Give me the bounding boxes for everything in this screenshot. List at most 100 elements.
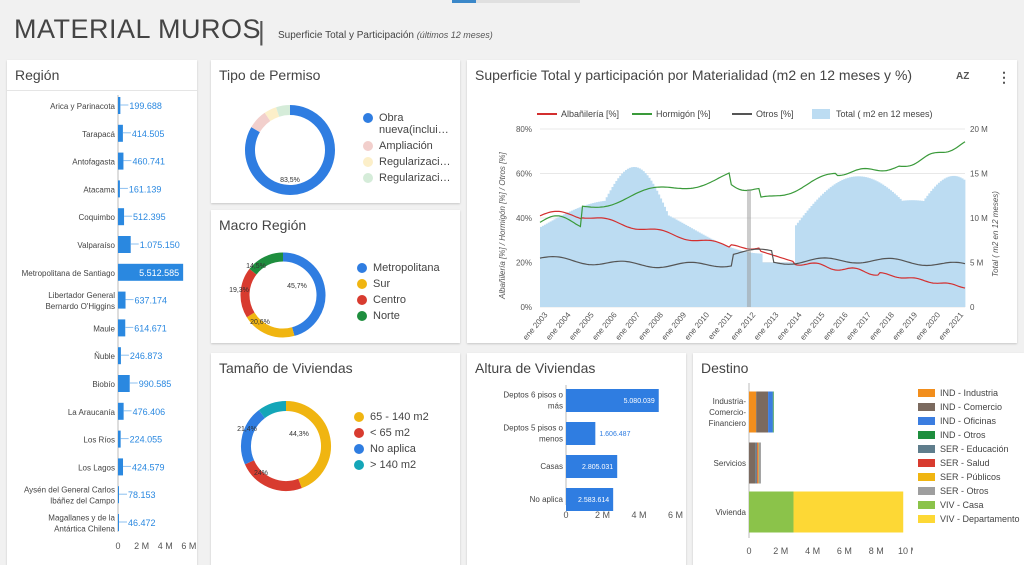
total-bar (818, 197, 821, 307)
legend-label: Regularizaci… (379, 156, 451, 168)
total-bar (912, 200, 916, 307)
y-left-tick: 60% (516, 170, 532, 179)
region-value-label: 46.472 (128, 518, 156, 528)
legend-label: SER - Salud (940, 458, 990, 468)
legend-item[interactable]: Obra nueva(inclui… (363, 112, 458, 136)
total-bar (781, 262, 784, 307)
total-bar (872, 179, 875, 307)
legend-item[interactable]: Metropolitana (357, 262, 457, 274)
donut-slice-label: 19,3% (229, 287, 249, 294)
total-bar (636, 167, 639, 307)
legend-item[interactable]: IND - Oficinas (918, 416, 1024, 426)
total-bar (812, 203, 815, 307)
legend-item[interactable]: Ampliación (363, 140, 458, 152)
total-bar (758, 253, 761, 307)
total-bar (740, 250, 744, 307)
total-bar (885, 187, 889, 307)
total-bar (713, 240, 717, 307)
legend-item[interactable]: SER - Otros (918, 486, 1024, 496)
legend-item[interactable]: No aplica (354, 443, 458, 455)
y-left-tick: 0% (520, 303, 532, 312)
total-bar (854, 176, 858, 307)
total-bar (628, 167, 632, 307)
legend-item[interactable]: VIV - Casa (918, 500, 1024, 510)
total-bar (733, 248, 736, 307)
series-legend-label: Hormigón [%] (656, 109, 711, 119)
legend-label: IND - Industria (940, 388, 999, 398)
legend-item[interactable]: SER - Públicos (918, 472, 1024, 482)
region-value-label: 424.579 (132, 462, 165, 472)
legend-item[interactable]: Regularizaci… (363, 156, 458, 168)
legend-swatch (357, 263, 367, 273)
total-bar (642, 171, 645, 307)
total-bar (843, 179, 846, 307)
total-bar (574, 208, 578, 307)
total-bar (901, 200, 904, 307)
total-bar (798, 220, 802, 307)
total-bar (682, 223, 686, 307)
sort-az-icon[interactable]: AZ (956, 71, 970, 82)
legend-item[interactable]: IND - Otros (918, 430, 1024, 440)
region-category-label: Atacama (83, 185, 115, 194)
legend-item[interactable]: Regularizaci… (363, 172, 458, 184)
total-bar (963, 179, 966, 307)
total-bar (779, 262, 782, 307)
destino-bar-segment (749, 491, 794, 533)
permiso-legend: Obra nueva(inclui… Ampliación Regularizaci… (363, 112, 458, 188)
total-bar (947, 176, 950, 307)
total-bar (851, 176, 854, 307)
total-bar (640, 169, 643, 307)
donut-slice-label: 21,4% (237, 426, 257, 433)
total-bar (655, 190, 659, 307)
legend-swatch (363, 141, 373, 151)
legend-item[interactable]: < 65 m2 (354, 427, 458, 439)
legend-item[interactable]: > 140 m2 (354, 459, 458, 471)
legend-item[interactable]: Centro (357, 294, 457, 306)
destino-bar-segment (758, 442, 761, 484)
total-bar (742, 251, 746, 307)
donut-slice (244, 460, 302, 491)
legend-item[interactable]: IND - Industria (918, 388, 1024, 398)
legend-item[interactable]: Norte (357, 310, 457, 322)
title-separator: | (258, 16, 265, 46)
legend-item[interactable]: Sur (357, 278, 457, 290)
total-bar (943, 178, 947, 307)
altura-category-label: No aplica (530, 495, 564, 504)
legend-swatch (918, 459, 935, 467)
total-bar (939, 181, 943, 307)
region-category-label: Coquimbo (79, 213, 116, 222)
total-bar (590, 203, 593, 307)
y-left-tick: 40% (516, 214, 532, 223)
destino-category-label: Vivienda (715, 508, 746, 517)
legend-item[interactable]: SER - Salud (918, 458, 1024, 468)
legend-swatch (918, 515, 935, 523)
legend-item[interactable]: VIV - Departamento (918, 514, 1024, 524)
total-bar (810, 206, 813, 307)
legend-item[interactable]: IND - Comercio (918, 402, 1024, 412)
destino-bar-segment (757, 442, 759, 484)
legend-item[interactable]: SER - Educación (918, 444, 1024, 454)
altura-category-label: Casas (540, 462, 563, 471)
total-bar (814, 201, 817, 307)
legend-item[interactable]: 65 - 140 m2 (354, 411, 458, 423)
total-bar (822, 193, 825, 307)
total-bar (588, 204, 591, 307)
region-category-label: Los Lagos (78, 463, 115, 472)
total-bar (735, 249, 738, 307)
altura-value-label: 2.805.031 (582, 464, 613, 471)
total-bar (949, 176, 952, 307)
altura-x-tick: 0 (563, 510, 568, 520)
donut-slice-label: 44,3% (289, 431, 309, 438)
y-right-tick: 0 (970, 303, 975, 312)
total-bar (594, 202, 597, 307)
total-bar (752, 253, 755, 307)
legend-label: 65 - 140 m2 (370, 411, 429, 423)
total-bar (565, 213, 568, 307)
total-bar (596, 202, 599, 307)
region-title-divider (7, 90, 197, 91)
tamano-legend: 65 - 140 m2 < 65 m2 No aplica > 140 m2 (354, 411, 458, 475)
region-value-label: 414.505 (132, 129, 165, 139)
region-value-label: 246.873 (130, 351, 163, 361)
more-menu-icon[interactable]: ⋮ (997, 69, 1011, 85)
total-bar (754, 253, 757, 307)
